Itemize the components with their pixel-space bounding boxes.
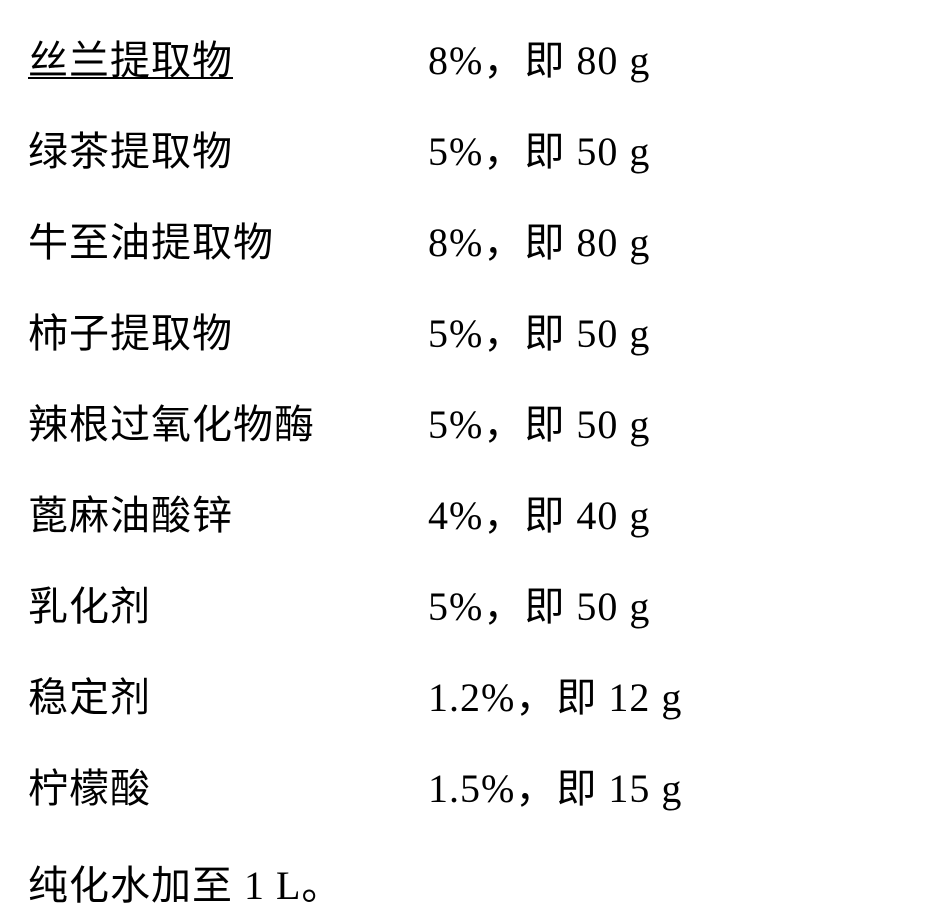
- ingredient-page: 丝兰提取物 8%，即 80 g 绿茶提取物 5%，即 50 g 牛至油提取物 8…: [0, 0, 927, 923]
- footer-text: 纯化水加至 1 L。: [28, 847, 927, 911]
- ingredient-row: 绿茶提取物 5%，即 50 g: [28, 119, 927, 210]
- ingredient-row: 稳定剂 1.2%，即 12 g: [28, 665, 927, 756]
- ingredient-row: 乳化剂 5%，即 50 g: [28, 574, 927, 665]
- ingredient-value: 5%，即 50 g: [428, 301, 650, 359]
- ingredient-value: 5%，即 50 g: [428, 119, 650, 177]
- ingredient-name: 乳化剂: [28, 574, 428, 632]
- ingredient-row: 柠檬酸 1.5%，即 15 g: [28, 756, 927, 847]
- ingredient-value: 5%，即 50 g: [428, 392, 650, 450]
- ingredient-name: 蓖麻油酸锌: [28, 483, 428, 541]
- ingredient-name: 辣根过氧化物酶: [28, 392, 428, 450]
- ingredient-row: 牛至油提取物 8%，即 80 g: [28, 210, 927, 301]
- ingredient-value: 8%，即 80 g: [428, 28, 650, 86]
- ingredient-row: 辣根过氧化物酶 5%，即 50 g: [28, 392, 927, 483]
- ingredient-value: 1.2%，即 12 g: [428, 665, 682, 723]
- ingredient-row: 丝兰提取物 8%，即 80 g: [28, 28, 927, 119]
- ingredient-name: 牛至油提取物: [28, 210, 428, 268]
- ingredient-row: 蓖麻油酸锌 4%，即 40 g: [28, 483, 927, 574]
- ingredient-name: 稳定剂: [28, 665, 428, 723]
- ingredient-value: 1.5%，即 15 g: [428, 756, 682, 814]
- ingredient-value: 5%，即 50 g: [428, 574, 650, 632]
- ingredient-name: 丝兰提取物: [28, 28, 428, 86]
- ingredient-row: 柿子提取物 5%，即 50 g: [28, 301, 927, 392]
- ingredient-value: 4%，即 40 g: [428, 483, 650, 541]
- ingredient-name: 柿子提取物: [28, 301, 428, 359]
- ingredient-name: 绿茶提取物: [28, 119, 428, 177]
- ingredient-value: 8%，即 80 g: [428, 210, 650, 268]
- ingredient-name: 柠檬酸: [28, 756, 428, 814]
